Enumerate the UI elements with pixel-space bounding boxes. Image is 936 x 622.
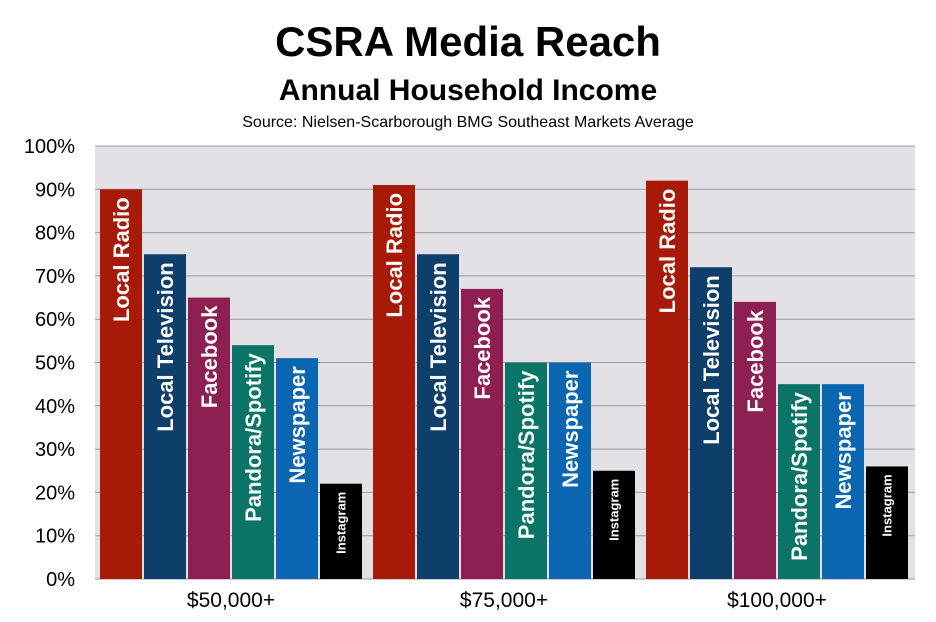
y-tick-label: 90% [35, 179, 75, 201]
x-tick-label: $100,000+ [727, 589, 827, 612]
bar [593, 470, 635, 579]
bar [549, 362, 591, 579]
y-tick-label: 20% [35, 482, 75, 504]
chart-subtitle: Annual Household Income [278, 74, 658, 107]
y-tick-label: 40% [35, 396, 75, 418]
bar [505, 362, 547, 579]
x-tick-label: $50,000+ [187, 589, 275, 612]
bar-label: Instagram [607, 479, 622, 541]
y-tick-label: 0% [46, 569, 75, 591]
bar [188, 297, 230, 579]
bar-label: Local Television [699, 275, 724, 445]
bar-label: Newspaper [831, 392, 856, 510]
y-tick-label: 80% [35, 223, 75, 245]
x-tick-label: $75,000+ [460, 589, 548, 612]
y-tick-label: 100% [24, 136, 75, 158]
bar [690, 267, 732, 579]
bar [461, 288, 503, 579]
bar [778, 384, 820, 579]
bar-label: Instagram [334, 492, 349, 554]
bar [320, 483, 362, 579]
y-tick-label: 70% [35, 266, 75, 288]
bar [100, 189, 142, 580]
bar-label: Facebook [743, 309, 768, 412]
bar [144, 254, 186, 579]
bar-label: Newspaper [558, 370, 583, 488]
bar [646, 180, 688, 579]
bar [232, 345, 274, 579]
bar-label: Facebook [197, 305, 222, 408]
bar [417, 254, 459, 579]
bar-label: Pandora/Spotify [787, 391, 812, 560]
bar [822, 384, 864, 579]
bar-label: Local Television [153, 262, 178, 432]
bar-label: Instagram [880, 474, 895, 536]
bar-label: Local Radio [382, 193, 407, 318]
bar [276, 358, 318, 579]
y-tick-label: 50% [35, 353, 75, 375]
bar-label: Local Television [426, 262, 451, 432]
y-tick-label: 60% [35, 309, 75, 331]
bar [373, 184, 415, 579]
y-tick-label: 10% [35, 526, 75, 548]
bar-label: Local Radio [655, 189, 680, 314]
y-tick-label: 30% [35, 439, 75, 461]
bar-label: Local Radio [109, 197, 134, 322]
bar [734, 301, 776, 579]
chart-source: Source: Nielsen-Scarborough BMG Southeas… [242, 114, 694, 131]
bar-label: Pandora/Spotify [241, 352, 266, 521]
bar-label: Pandora/Spotify [514, 370, 539, 539]
bar-label: Newspaper [285, 366, 310, 484]
bar [866, 466, 908, 579]
chart-title: CSRA Media Reach [275, 18, 661, 65]
bar-label: Facebook [470, 296, 495, 399]
